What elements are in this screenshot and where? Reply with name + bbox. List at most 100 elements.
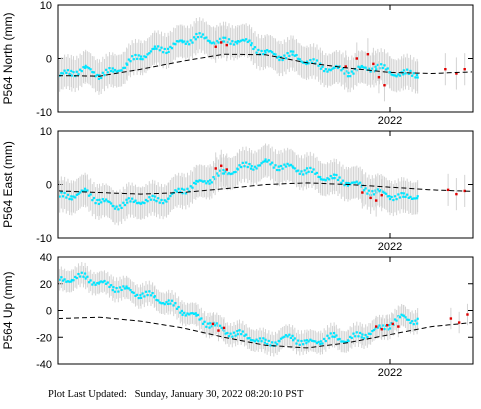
daily-point bbox=[72, 71, 75, 74]
daily-point bbox=[385, 192, 388, 195]
rapid-point bbox=[446, 188, 450, 192]
daily-point bbox=[409, 195, 412, 199]
daily-point bbox=[364, 187, 367, 190]
daily-point bbox=[260, 340, 263, 343]
daily-point bbox=[123, 287, 127, 290]
daily-point bbox=[139, 57, 142, 61]
daily-point bbox=[195, 314, 198, 317]
daily-point bbox=[376, 188, 379, 191]
daily-point bbox=[113, 207, 117, 210]
daily-point bbox=[96, 198, 99, 202]
rapid-point bbox=[444, 68, 447, 71]
daily-point bbox=[416, 317, 419, 320]
daily-point bbox=[276, 168, 279, 172]
daily-point bbox=[231, 172, 234, 175]
daily-point bbox=[97, 202, 101, 206]
daily-point bbox=[139, 294, 142, 297]
daily-point bbox=[231, 40, 234, 43]
daily-point bbox=[141, 292, 144, 295]
daily-point bbox=[303, 339, 306, 342]
daily-point bbox=[60, 72, 63, 75]
daily-point bbox=[92, 71, 96, 74]
daily-point bbox=[317, 340, 320, 344]
daily-point bbox=[205, 325, 208, 328]
daily-point bbox=[165, 200, 168, 203]
daily-point bbox=[110, 284, 113, 287]
daily-point bbox=[341, 179, 345, 182]
daily-point bbox=[122, 201, 125, 204]
daily-point bbox=[148, 196, 151, 199]
daily-point bbox=[300, 60, 303, 63]
daily-point bbox=[297, 57, 300, 60]
daily-point bbox=[179, 39, 182, 42]
x-tick-label: 2022 bbox=[378, 241, 402, 253]
daily-point bbox=[94, 202, 97, 205]
daily-point bbox=[345, 340, 348, 344]
daily-point bbox=[77, 73, 80, 76]
daily-point bbox=[397, 193, 400, 196]
daily-point bbox=[143, 55, 146, 58]
daily-point bbox=[305, 167, 309, 170]
daily-point bbox=[86, 66, 89, 69]
daily-point bbox=[393, 318, 397, 321]
daily-point bbox=[292, 50, 295, 53]
daily-point bbox=[276, 343, 279, 346]
daily-point bbox=[390, 195, 393, 199]
daily-point bbox=[359, 66, 362, 69]
daily-point bbox=[72, 279, 75, 282]
daily-point bbox=[236, 333, 239, 336]
rapid-point bbox=[380, 328, 383, 331]
daily-point bbox=[355, 180, 358, 183]
daily-point bbox=[402, 195, 405, 198]
daily-point bbox=[321, 65, 324, 68]
daily-point bbox=[79, 191, 82, 194]
y-tick-label: 10 bbox=[40, 126, 52, 138]
daily-point bbox=[194, 312, 197, 315]
daily-point bbox=[278, 169, 281, 172]
daily-point bbox=[404, 195, 407, 198]
daily-point bbox=[162, 202, 165, 205]
daily-point bbox=[272, 166, 275, 169]
daily-point bbox=[321, 178, 324, 181]
daily-point bbox=[170, 192, 174, 195]
daily-point bbox=[309, 338, 312, 341]
daily-point bbox=[224, 36, 227, 39]
daily-point bbox=[143, 201, 146, 205]
daily-point bbox=[374, 65, 377, 68]
daily-point bbox=[115, 286, 118, 290]
daily-point bbox=[416, 195, 419, 198]
daily-point bbox=[305, 60, 309, 63]
daily-point bbox=[360, 336, 363, 339]
daily-point bbox=[238, 329, 241, 332]
daily-point bbox=[167, 47, 170, 50]
daily-point bbox=[372, 328, 376, 332]
daily-point bbox=[361, 65, 364, 68]
daily-point bbox=[267, 339, 270, 343]
daily-point bbox=[281, 167, 284, 170]
daily-point bbox=[310, 339, 314, 342]
daily-point bbox=[103, 199, 106, 203]
daily-point bbox=[354, 181, 357, 184]
daily-point bbox=[286, 52, 289, 55]
daily-point bbox=[84, 187, 87, 190]
daily-point bbox=[137, 296, 140, 300]
daily-point bbox=[392, 198, 395, 202]
daily-point bbox=[105, 198, 108, 201]
daily-point bbox=[70, 69, 73, 73]
daily-point bbox=[212, 41, 215, 44]
rapid-point bbox=[374, 325, 378, 328]
daily-point bbox=[70, 198, 73, 201]
daily-point bbox=[174, 302, 177, 305]
daily-point bbox=[354, 335, 357, 338]
rapid-point bbox=[222, 326, 226, 330]
daily-point bbox=[402, 69, 405, 72]
rapid-point bbox=[225, 43, 228, 47]
daily-point bbox=[149, 198, 153, 201]
daily-point bbox=[361, 333, 364, 336]
daily-point bbox=[149, 50, 153, 53]
daily-point bbox=[175, 307, 179, 310]
daily-point bbox=[395, 75, 398, 78]
daily-point bbox=[200, 179, 203, 182]
daily-point bbox=[205, 182, 208, 185]
